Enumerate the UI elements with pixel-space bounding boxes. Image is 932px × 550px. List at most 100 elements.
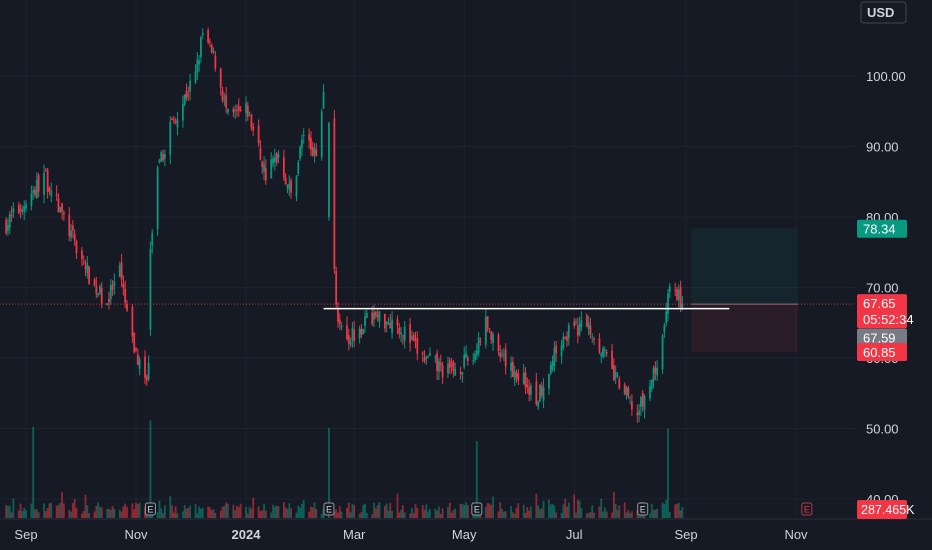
candle[interactable] xyxy=(459,366,462,380)
candle[interactable] xyxy=(57,193,60,213)
candle[interactable] xyxy=(409,317,412,352)
candle[interactable] xyxy=(320,108,323,161)
candle[interactable] xyxy=(477,332,480,357)
candle[interactable] xyxy=(576,317,579,344)
candle[interactable] xyxy=(414,331,417,349)
candle[interactable] xyxy=(185,83,188,102)
candle[interactable] xyxy=(378,310,381,328)
candle[interactable] xyxy=(605,349,608,357)
candle[interactable] xyxy=(522,363,525,385)
candle[interactable] xyxy=(668,282,671,299)
candle[interactable] xyxy=(425,355,428,366)
candle[interactable] xyxy=(439,354,442,372)
time-axis[interactable]: Sep Nov 2024 Mar May Jul Sep Nov xyxy=(0,518,932,542)
candle[interactable] xyxy=(540,381,543,399)
candle[interactable] xyxy=(328,121,330,221)
candle[interactable] xyxy=(580,311,583,332)
candle[interactable] xyxy=(35,172,38,199)
candle[interactable] xyxy=(650,379,653,393)
candle[interactable] xyxy=(288,175,291,197)
candle[interactable] xyxy=(120,253,123,287)
candle[interactable] xyxy=(100,282,103,309)
candle[interactable] xyxy=(654,361,657,381)
candle[interactable] xyxy=(663,322,666,339)
candle[interactable] xyxy=(438,357,440,381)
candle[interactable] xyxy=(169,116,172,164)
candle[interactable] xyxy=(181,95,184,128)
candle[interactable] xyxy=(400,326,402,343)
candle[interactable] xyxy=(340,322,343,331)
candle[interactable] xyxy=(82,255,85,266)
candle[interactable] xyxy=(587,315,590,336)
long-position-tool[interactable] xyxy=(691,228,798,353)
candle[interactable] xyxy=(497,332,500,356)
candle[interactable] xyxy=(189,73,192,101)
candle[interactable] xyxy=(5,217,8,236)
candle[interactable] xyxy=(474,350,476,364)
candle[interactable] xyxy=(333,110,336,274)
candle[interactable] xyxy=(479,337,482,346)
candle[interactable] xyxy=(513,365,516,387)
candle[interactable] xyxy=(475,343,478,360)
candle[interactable] xyxy=(147,355,150,382)
candle[interactable] xyxy=(156,165,159,236)
candle[interactable] xyxy=(131,303,134,343)
candle[interactable] xyxy=(349,337,352,348)
candle[interactable] xyxy=(578,316,581,337)
candle[interactable] xyxy=(227,108,229,116)
candle[interactable] xyxy=(517,369,520,385)
candle[interactable] xyxy=(501,349,503,359)
candle[interactable] xyxy=(302,128,305,144)
candle[interactable] xyxy=(539,384,541,403)
candle[interactable] xyxy=(68,206,71,242)
candle[interactable] xyxy=(383,313,386,333)
candle[interactable] xyxy=(86,255,89,279)
candle[interactable] xyxy=(640,395,642,416)
candle[interactable] xyxy=(95,276,98,299)
candle[interactable] xyxy=(151,228,154,254)
candle[interactable] xyxy=(174,117,177,125)
earnings-marker[interactable]: E xyxy=(144,502,156,516)
candle[interactable] xyxy=(548,373,550,396)
candle[interactable] xyxy=(81,247,83,267)
candle[interactable] xyxy=(625,385,628,400)
candle[interactable] xyxy=(149,241,152,336)
candle[interactable] xyxy=(353,320,356,348)
candle[interactable] xyxy=(7,218,9,236)
candle[interactable] xyxy=(575,318,577,326)
candle[interactable] xyxy=(62,210,65,221)
candle[interactable] xyxy=(23,200,26,221)
candle[interactable] xyxy=(313,143,316,163)
candle[interactable] xyxy=(270,152,273,179)
candle[interactable] xyxy=(560,339,563,364)
candle[interactable] xyxy=(553,341,556,372)
candle[interactable] xyxy=(219,67,222,96)
candle[interactable] xyxy=(403,321,406,349)
candle[interactable] xyxy=(490,330,493,344)
earnings-marker[interactable]: E xyxy=(323,502,335,516)
candle[interactable] xyxy=(641,389,644,412)
candle[interactable] xyxy=(429,347,431,357)
candle[interactable] xyxy=(264,159,267,185)
candle[interactable] xyxy=(436,349,439,381)
candle[interactable] xyxy=(351,322,354,348)
candle[interactable] xyxy=(257,119,260,147)
candle[interactable] xyxy=(145,374,148,386)
candle[interactable] xyxy=(371,306,374,327)
candle[interactable] xyxy=(365,309,368,319)
candle[interactable] xyxy=(591,333,594,344)
candle[interactable] xyxy=(338,313,341,331)
candle[interactable] xyxy=(172,115,175,125)
candle[interactable] xyxy=(73,229,76,246)
candle[interactable] xyxy=(315,143,318,157)
candle[interactable] xyxy=(234,104,237,120)
candle[interactable] xyxy=(676,286,678,302)
candle[interactable] xyxy=(200,35,202,63)
candle[interactable] xyxy=(492,331,494,352)
candle[interactable] xyxy=(171,117,173,121)
candle[interactable] xyxy=(126,299,128,312)
candle[interactable] xyxy=(347,328,350,351)
candle[interactable] xyxy=(144,350,146,385)
candle[interactable] xyxy=(530,383,532,401)
candle[interactable] xyxy=(454,362,457,376)
